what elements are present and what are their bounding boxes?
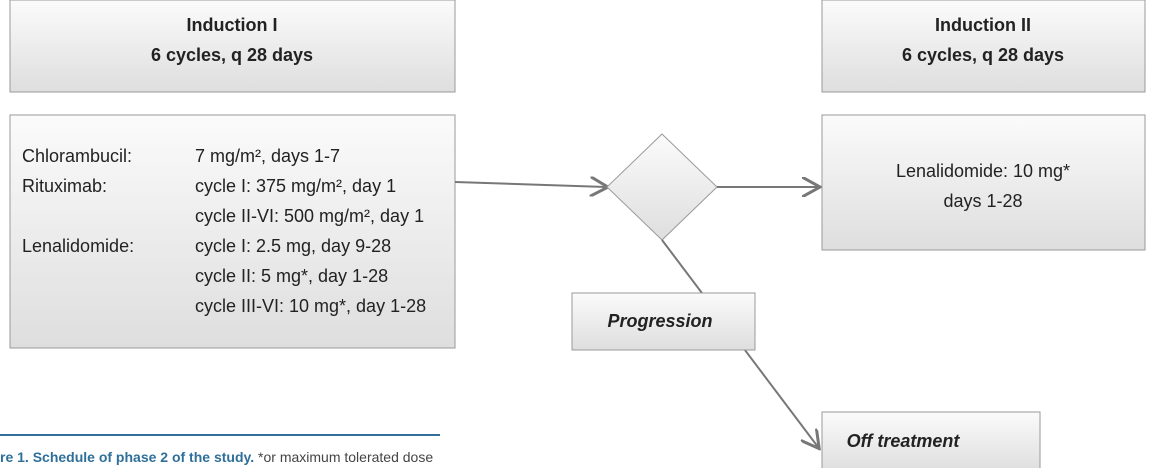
caption-title: re 1. Schedule of phase 2 of the study. bbox=[0, 449, 254, 465]
drug-label: Rituximab: bbox=[22, 176, 107, 196]
progression-label: Progression bbox=[607, 311, 712, 331]
induction-2-title: Induction II bbox=[935, 15, 1031, 35]
dose-text: cycle II-VI: 500 mg/m², day 1 bbox=[195, 206, 424, 226]
dose-text: cycle I: 375 mg/m², day 1 bbox=[195, 176, 396, 196]
dose-text: cycle III-VI: 10 mg*, day 1-28 bbox=[195, 296, 426, 316]
induction-1-subtitle: 6 cycles, q 28 days bbox=[151, 45, 313, 65]
off-treatment-label: Off treatment bbox=[847, 431, 961, 451]
drug-label: Chlorambucil: bbox=[22, 146, 132, 166]
progression-box bbox=[571, 292, 756, 351]
arrow bbox=[454, 182, 606, 187]
maintenance-line: Lenalidomide: 10 mg* bbox=[896, 161, 1070, 181]
induction-2-subtitle: 6 cycles, q 28 days bbox=[902, 45, 1064, 65]
regimen: Chlorambucil: 7 mg/m², days 1-7 Rituximab:… bbox=[22, 146, 426, 316]
caption-note: *or maximum tolerated dose bbox=[258, 449, 433, 465]
induction-1-box bbox=[9, 0, 456, 93]
maintenance-box bbox=[821, 114, 1146, 251]
induction-2-box bbox=[821, 0, 1146, 93]
dose-text: cycle I: 2.5 mg, day 9-28 bbox=[195, 236, 391, 256]
dose-text: cycle II: 5 mg*, day 1-28 bbox=[195, 266, 388, 286]
caption: re 1. Schedule of phase 2 of the study. … bbox=[0, 449, 433, 465]
regimen-box bbox=[9, 114, 456, 349]
drug-label: Lenalidomide: bbox=[22, 236, 134, 256]
induction-1-title: Induction I bbox=[187, 15, 278, 35]
dose-text: 7 mg/m², days 1-7 bbox=[195, 146, 340, 166]
off-treatment-box bbox=[821, 411, 1041, 468]
decision-diamond bbox=[606, 133, 718, 241]
maintenance-line: days 1-28 bbox=[943, 191, 1022, 211]
